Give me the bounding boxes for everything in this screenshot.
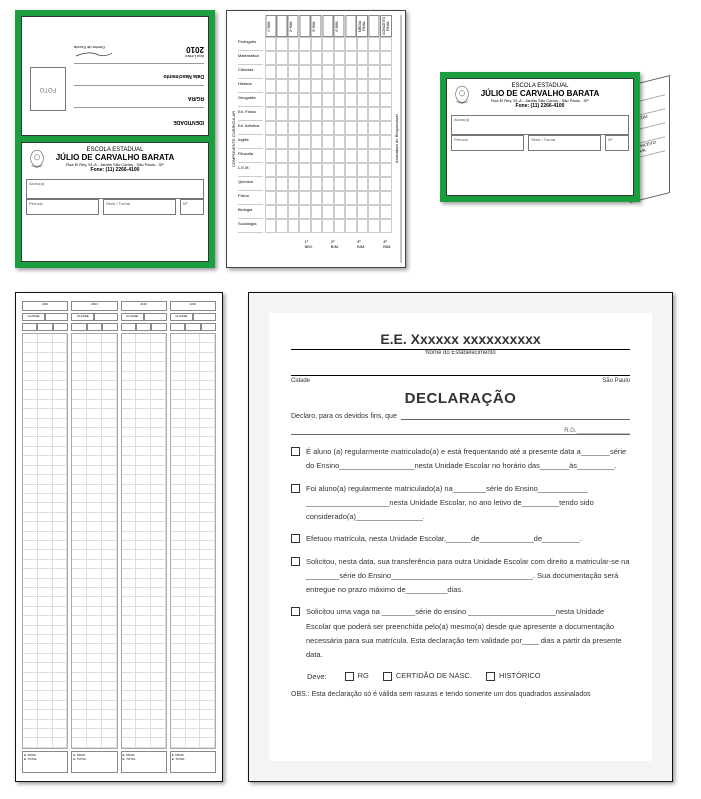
photo-box: FOTO — [30, 67, 66, 111]
grades-card: COMPONENTE CURRICULAR PortuguêsMatemátic… — [226, 10, 406, 268]
checkbox-icon — [383, 672, 392, 681]
ledger-columns: ANOCLASSEE. PROF.E. TOTALANOCLASSEE. PRO… — [22, 301, 216, 773]
director-label: Diretor de Escola — [74, 45, 114, 50]
grade-columns-header: 1º BIM.2º BIM.3º BIM.4º BIM.MÉDIA FINALC… — [265, 15, 392, 37]
periodo-field: Período — [26, 199, 99, 215]
ledger-column: ANOCLASSEE. PROF.E. TOTAL — [22, 301, 68, 773]
ledger-column: ANOCLASSEE. PROF.E. TOTAL — [170, 301, 216, 773]
serie-field: Série / Turma — [528, 135, 601, 151]
decl-item: É aluno (a) regularmente matriculado(a) … — [291, 445, 630, 474]
year-value: 2010 — [185, 45, 204, 54]
state-emblem-icon — [28, 149, 46, 171]
identity-label: IDENTIDADE — [74, 119, 204, 125]
folded-card: MÉDIACONCEITO FINAL ESCOLA ESTADUAL JÚLI… — [440, 72, 670, 212]
decl-docs-row: Deve: RGCERTIDÃO DE NASC.HISTÓRICO — [307, 670, 630, 683]
subject-column: PortuguêsMatemáticaCiênciasHistóriaGeogr… — [238, 15, 263, 263]
ledger-sheet: ANOCLASSEE. PROF.E. TOTALANOCLASSEE. PRO… — [15, 292, 223, 782]
checkbox-icon — [345, 672, 354, 681]
decl-obs: OBS.: Esta declaração só é válida sem ra… — [291, 691, 630, 698]
state-emblem-icon — [453, 85, 471, 107]
checkbox-icon — [291, 607, 300, 616]
id-card-back: IDENTIDADE RG/RA Data Nascimento Ano Let… — [21, 16, 209, 136]
decl-item: Foi aluno(a) regularmente matriculado(a)… — [291, 482, 630, 525]
component-label: COMPONENTE CURRICULAR — [231, 15, 236, 263]
decl-items: É aluno (a) regularmente matriculado(a) … — [291, 445, 630, 662]
aluno-field: Aluno(a) — [451, 115, 629, 135]
signature-label: Assinatura do Responsável — [394, 15, 402, 263]
num-field: Nº — [180, 199, 204, 215]
decl-item: Solicitou uma vaga na ________série do e… — [291, 605, 630, 662]
grades-grid: 1º BIM.2º BIM.3º BIM.4º BIM.MÉDIA FINALC… — [265, 15, 392, 263]
declaration-document: E.E. Xxxxxx xxxxxxxxxx Nome do Estabelec… — [248, 292, 673, 782]
decl-title: DECLARAÇÃO — [291, 390, 630, 407]
id-card: IDENTIDADE RG/RA Data Nascimento Ano Let… — [15, 10, 215, 268]
year-label: Ano Letivo — [185, 54, 204, 59]
id-card-front: ESCOLA ESTADUAL JÚLIO DE CARVALHO BARATA… — [21, 142, 209, 262]
dob-label: Data Nascimento — [74, 73, 204, 79]
decl-header-title: E.E. Xxxxxx xxxxxxxxxx — [291, 331, 630, 350]
decl-item: Solicitou, nesta data, sua transferência… — [291, 555, 630, 598]
school-header: ESCOLA ESTADUAL JÚLIO DE CARVALHO BARATA… — [451, 83, 629, 109]
checkbox-icon — [291, 447, 300, 456]
rgra-label: RG/RA — [74, 95, 204, 101]
decl-city-row: Cidade São Paulo — [291, 378, 630, 384]
grade-rows — [265, 37, 392, 233]
checkbox-icon — [291, 484, 300, 493]
aluno-field: Aluno(a) — [26, 179, 204, 199]
decl-intro: Declaro, para os devidos fins, que — [291, 413, 630, 420]
decl-rg: R.G.________________ — [291, 428, 630, 435]
checkbox-icon — [291, 534, 300, 543]
bimestre-footer: 1º BIM.2º BIM.3º BIM.4º BIM. — [265, 239, 392, 249]
periodo-field: Período — [451, 135, 524, 151]
checkbox-icon — [291, 557, 300, 566]
serie-field: Série / Turma — [103, 199, 176, 215]
decl-item: Efetuou matrícula, nesta Unidade Escolar… — [291, 532, 630, 546]
num-field: Nº — [605, 135, 629, 151]
ledger-column: ANOCLASSEE. PROF.E. TOTAL — [121, 301, 167, 773]
school-header: ESCOLA ESTADUAL JÚLIO DE CARVALHO BARATA… — [26, 147, 204, 173]
decl-header-sub: Nome do Estabelecimento — [291, 350, 630, 356]
folded-card-front: ESCOLA ESTADUAL JÚLIO DE CARVALHO BARATA… — [440, 72, 640, 202]
checkbox-icon — [486, 672, 495, 681]
subject-list: PortuguêsMatemáticaCiênciasHistóriaGeogr… — [238, 37, 263, 233]
ledger-column: ANOCLASSEE. PROF.E. TOTAL — [71, 301, 117, 773]
